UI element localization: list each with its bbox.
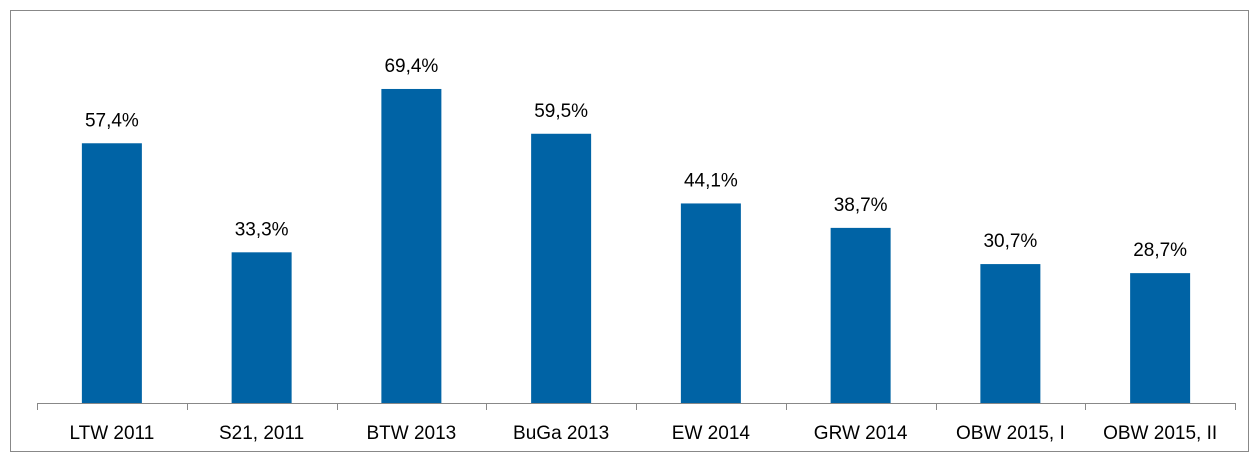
x-tick-label: BTW 2013 [366,423,456,444]
bar [231,252,292,403]
chart-frame [10,10,1249,452]
x-tick-label: LTW 2011 [69,423,154,444]
value-label: 38,7% [834,195,888,216]
bar [980,264,1041,403]
x-tick-label: OBW 2015, I [956,423,1065,444]
bar [1130,273,1191,403]
x-tick-label: GRW 2014 [814,423,908,444]
x-tick-label: OBW 2015, II [1103,423,1217,444]
value-label: 33,3% [235,219,289,240]
value-label: 44,1% [684,170,738,191]
x-tick-label: BuGa 2013 [513,423,609,444]
value-label: 28,7% [1133,240,1187,261]
value-label: 30,7% [983,231,1037,252]
value-label: 69,4% [384,56,438,77]
value-label: 57,4% [85,110,139,131]
value-label: 59,5% [534,101,588,122]
bar [81,143,142,403]
bar [680,203,741,403]
x-tick-label: EW 2014 [672,423,751,444]
bar [531,133,592,403]
bar [381,88,442,403]
bar [830,227,891,403]
x-tick-label: S21, 2011 [219,423,304,444]
